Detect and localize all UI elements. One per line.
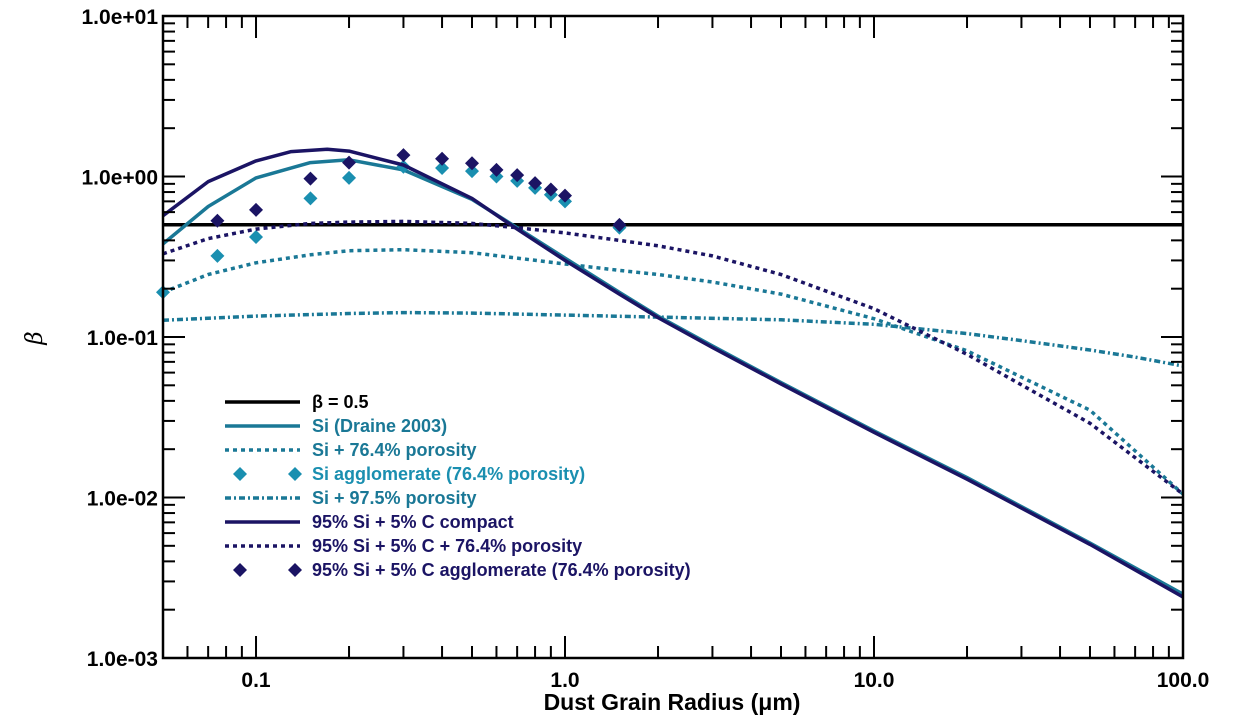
series-layer [156, 147, 1183, 599]
legend-label: Si (Draine 2003) [312, 416, 447, 436]
data-point-diamond [342, 170, 357, 185]
legend-label: Si + 97.5% porosity [312, 488, 477, 508]
x-axis-title: Dust Grain Radius (μm) [544, 689, 801, 715]
legend-marker [233, 467, 247, 481]
legend-marker [288, 563, 302, 577]
data-point-diamond [303, 191, 318, 206]
x-tick-label: 10.0 [854, 669, 895, 692]
data-point-diamond [528, 176, 543, 191]
legend-label: Si + 76.4% porosity [312, 440, 477, 460]
data-point-diamond [464, 156, 479, 171]
y-tick-label: 1.0e-03 [87, 648, 158, 671]
data-point-diamond [249, 202, 264, 217]
series-line-2 [163, 247, 1183, 496]
y-axis-title: β [22, 331, 48, 345]
data-point-diamond [489, 162, 504, 177]
data-point-diamond [396, 148, 411, 163]
legend-label: β = 0.5 [312, 392, 369, 412]
axes-layer: 0.1 1.0 10.0 100.0 1.0e-03 1.0e-02 1.0e-01 1.0e… [82, 6, 1210, 692]
legend-label: 95% Si + 5% C compact [312, 512, 514, 532]
data-point-diamond [612, 217, 627, 232]
data-point-diamond [435, 160, 450, 175]
series-line-5 [163, 147, 1183, 599]
data-point-diamond [303, 171, 318, 186]
data-point-diamond [435, 151, 450, 166]
data-point-diamond [558, 188, 573, 203]
data-point-diamond [510, 168, 525, 183]
legend-label: 95% Si + 5% C agglomerate (76.4% porosit… [312, 560, 691, 580]
data-point-diamond [342, 155, 357, 170]
legend-marker [288, 467, 302, 481]
y-tick-label: 1.0e-02 [87, 488, 158, 511]
y-tick-label: 1.0e+01 [82, 6, 159, 29]
series-3-markers [156, 159, 627, 300]
legend: β = 0.5 Si (Draine 2003) Si + 76.4% porosi… [225, 392, 691, 580]
data-point-diamond [210, 248, 225, 263]
series-7-markers [210, 148, 627, 232]
series-line-4 [163, 310, 1183, 368]
series-line-6 [163, 219, 1183, 496]
x-tick-label: 1.0 [550, 669, 579, 692]
data-point-diamond [210, 213, 225, 228]
y-tick-label: 1.0e+00 [82, 167, 159, 190]
legend-label: Si agglomerate (76.4% porosity) [312, 464, 585, 484]
x-tick-label: 100.0 [1157, 669, 1210, 692]
y-tick-label: 1.0e-01 [87, 327, 159, 350]
legend-marker [233, 563, 247, 577]
data-point-diamond [249, 229, 264, 244]
data-point-diamond [464, 164, 479, 179]
data-point-diamond [543, 182, 558, 197]
legend-label: 95% Si + 5% C + 76.4% porosity [312, 536, 582, 556]
x-tick-label: 0.1 [241, 669, 271, 692]
